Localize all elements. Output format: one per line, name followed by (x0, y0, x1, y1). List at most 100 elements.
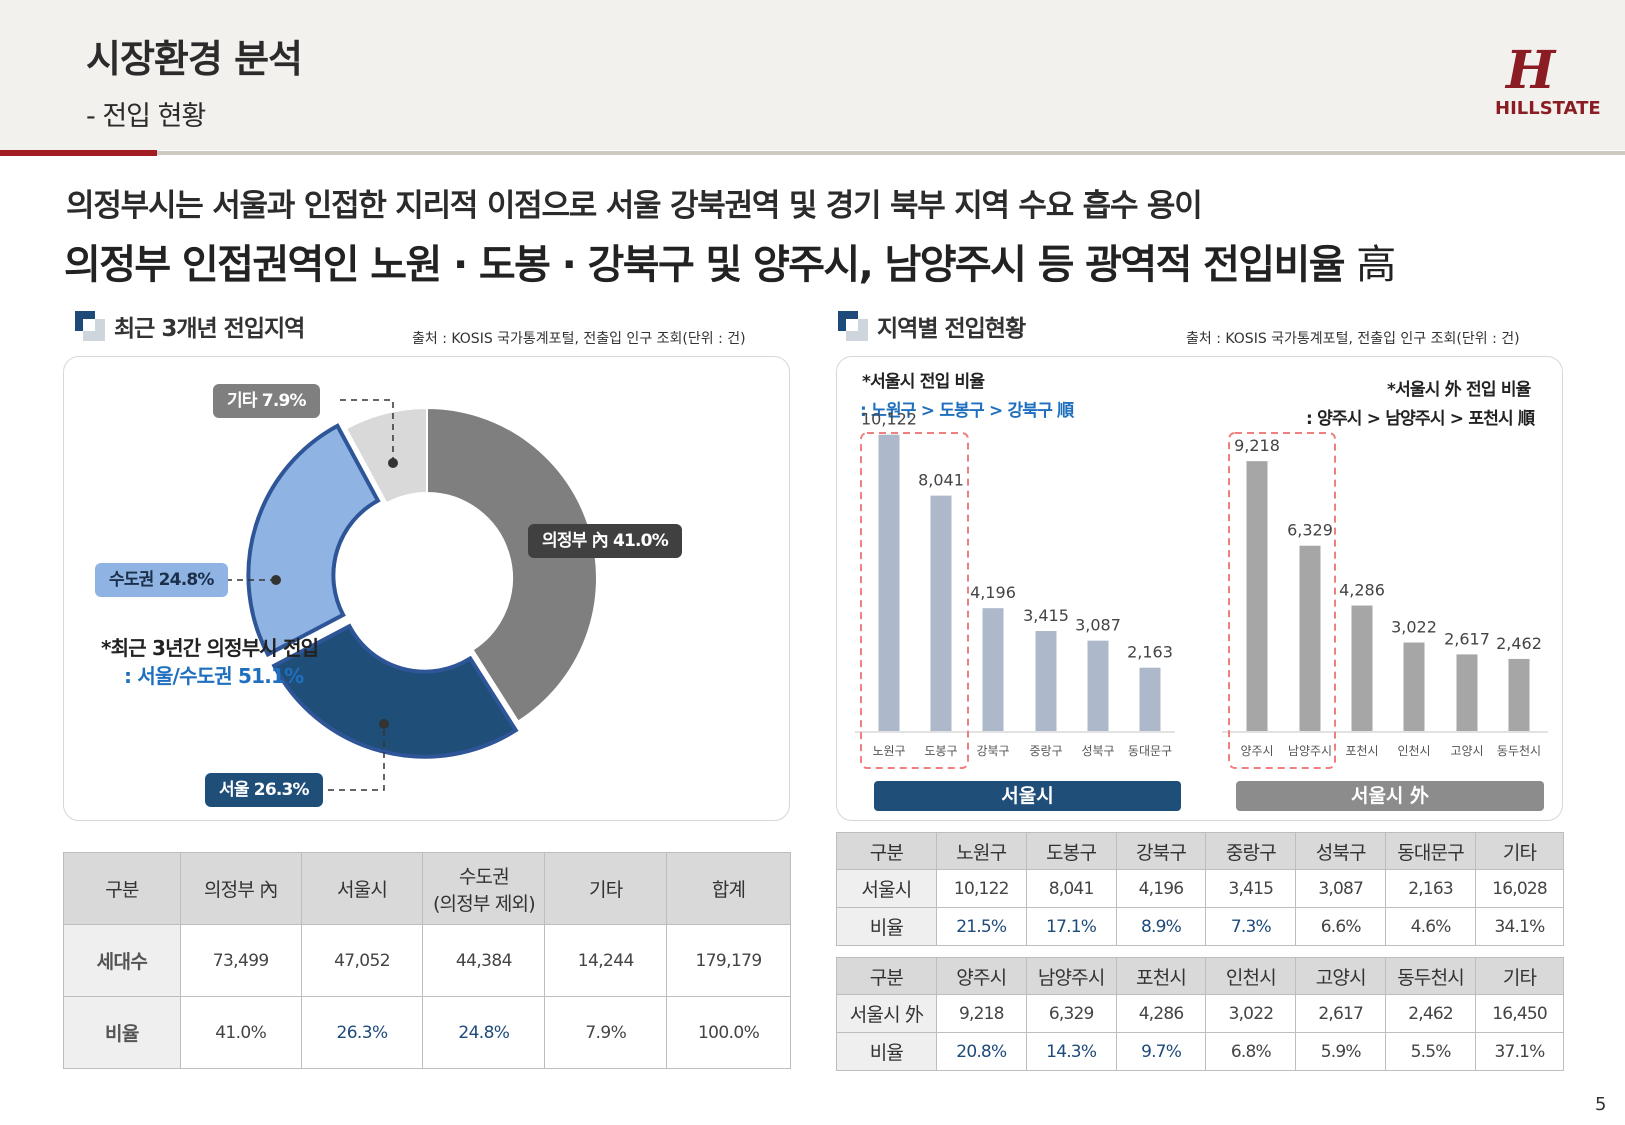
table-cell: 9,218 (935, 994, 1027, 1033)
table-cell: 7.9% (544, 996, 668, 1069)
bar-category-label: 포천시 (1345, 743, 1378, 758)
table-row: 세대수 73,499 47,052 44,384 14,244 179,179 (63, 924, 791, 997)
table-cell: 8.9% (1115, 907, 1207, 946)
donut-slice-uijeongbu (426, 406, 599, 723)
bar-value-label: 2,617 (1444, 629, 1490, 648)
bar-양주시 (1246, 461, 1268, 731)
bar-동두천시 (1508, 658, 1530, 731)
table-cell: 37.1% (1475, 1032, 1564, 1071)
table-header-cell: 수도권 (의정부 제외) (422, 852, 546, 925)
bar-value-label: 6,329 (1287, 521, 1333, 540)
table-header-cell: 기타 (1475, 832, 1564, 870)
donut-label-uijeongbu: 의정부 內 41.0% (528, 524, 682, 558)
header-divider (157, 151, 1625, 155)
table-cell: 17.1% (1025, 907, 1117, 946)
table-cell: 3,087 (1295, 869, 1387, 908)
bar-note-right-1: *서울시 外 전입 비율 (1387, 380, 1531, 400)
bar-도봉구 (930, 495, 952, 731)
bar-category-label: 남양주시 (1288, 744, 1332, 758)
table-row: 비율 20.8% 14.3% 9.7% 6.8% 5.9% 5.5% 37.1% (836, 1032, 1564, 1071)
table-header-cell: 노원구 (935, 832, 1027, 870)
group-label-outside: 서울시 外 (1236, 781, 1544, 811)
bar-value-label: 2,462 (1496, 634, 1542, 653)
migration-summary-table: 구분 의정부 內 서울시 수도권 (의정부 제외) 기타 합계 세대수 73,49… (63, 852, 791, 1069)
bar-value-label: 2,163 (1127, 643, 1173, 662)
bar-value-label: 8,041 (918, 471, 964, 490)
bar-category-label: 강북구 (976, 744, 1009, 758)
bar-category-label: 양주시 (1240, 744, 1273, 758)
table-row: 서울시 10,122 8,041 4,196 3,415 3,087 2,163… (836, 869, 1564, 908)
table-cell: 6,329 (1025, 994, 1117, 1033)
table-row: 비율 21.5% 17.1% 8.9% 7.3% 6.6% 4.6% 34.1% (836, 907, 1564, 946)
right-source: 출처 : KOSIS 국가통계포털, 전출입 인구 조회(단위 : 건) (1186, 331, 1520, 347)
table-cell: 34.1% (1475, 907, 1564, 946)
right-section-title: 지역별 전입현황 (877, 316, 1026, 342)
table-cell: 9.7% (1115, 1032, 1207, 1071)
table-header-cell: 기타 (1475, 957, 1564, 995)
table-header-row: 구분 양주시 남양주시 포천시 인천시 고양시 동두천시 기타 (836, 957, 1564, 995)
section-icon (75, 311, 105, 341)
donut-slice-seoul (271, 623, 519, 759)
bar-고양시 (1456, 654, 1478, 731)
table-cell: 179,179 (666, 924, 791, 997)
table-cell: 5.9% (1295, 1032, 1387, 1071)
logo-mark: H (1506, 40, 1556, 101)
bar-인천시 (1403, 642, 1425, 731)
logo-text: HILLSTATE (1495, 98, 1601, 119)
bar-value-label: 4,196 (970, 583, 1016, 602)
table-cell: 2,617 (1295, 994, 1387, 1033)
group-label-seoul: 서울시 (874, 781, 1181, 811)
bar-value-label: 9,218 (1234, 436, 1280, 455)
header-accent-bar (0, 150, 157, 156)
table-cell: 4,196 (1115, 869, 1207, 908)
table-cell: 47,052 (300, 924, 424, 997)
bar-동대문구 (1139, 667, 1161, 731)
bar-note-left-2: : 노원구 > 도봉구 > 강북구 順 (860, 401, 1074, 421)
table-row-header: 비율 (836, 907, 937, 946)
table-header-cell: 포천시 (1115, 957, 1207, 995)
bar-category-label: 고양시 (1450, 744, 1483, 758)
table-cell: 100.0% (666, 996, 791, 1069)
bar-category-label: 인천시 (1397, 743, 1430, 758)
table-cell: 6.8% (1205, 1032, 1297, 1071)
hillstate-logo: H HILLSTATE (1490, 40, 1601, 120)
section-icon (838, 311, 868, 341)
table-header-cell: 강북구 (1115, 832, 1207, 870)
table-header-cell: 인천시 (1205, 957, 1297, 995)
table-cell: 5.5% (1385, 1032, 1477, 1071)
bar-포천시 (1351, 605, 1373, 731)
bar-category-label: 동두천시 (1497, 743, 1541, 758)
table-header-cell: 구분 (836, 832, 937, 870)
bar-category-label: 도봉구 (924, 744, 957, 758)
table-cell: 3,022 (1205, 994, 1297, 1033)
table-row-header: 서울시 外 (836, 994, 937, 1033)
bar-value-label: 10,122 (861, 410, 917, 429)
table-header-row: 구분 노원구 도봉구 강북구 중랑구 성북구 동대문구 기타 (836, 832, 1564, 870)
table-cell: 14.3% (1025, 1032, 1117, 1071)
highlight-box-outside (1228, 432, 1336, 769)
table-cell: 8,041 (1025, 869, 1117, 908)
bar-남양주시 (1299, 545, 1321, 731)
table-header-cell: 합계 (666, 852, 791, 925)
table-cell: 6.6% (1295, 907, 1387, 946)
headline-line2-text: 의정부 인접권역인 노원 · 도봉 · 강북구 및 양주시, 남양주시 등 광역… (64, 242, 1357, 288)
table-cell: 16,028 (1475, 869, 1564, 908)
table-header-cell: 양주시 (935, 957, 1027, 995)
bar-category-label: 성북구 (1081, 744, 1114, 758)
donut-slice-capital (246, 423, 381, 658)
table-cell: 4.6% (1385, 907, 1477, 946)
headline-line2: 의정부 인접권역인 노원 · 도봉 · 강북구 및 양주시, 남양주시 등 광역… (64, 232, 1396, 290)
bar-note-left-1: *서울시 전입 비율 (862, 372, 985, 392)
bar-중랑구 (1035, 631, 1057, 731)
table-header-cell: 서울시 (300, 852, 424, 925)
bar-category-label: 동대문구 (1128, 744, 1172, 758)
highlight-box-seoul (860, 432, 969, 769)
table-header-cell: 동두천시 (1385, 957, 1477, 995)
bar-value-label: 3,087 (1075, 616, 1121, 635)
bar-value-label: 3,022 (1391, 618, 1437, 637)
header-capital-line2: (의정부 제외) (432, 892, 536, 915)
table-cell: 4,286 (1115, 994, 1207, 1033)
